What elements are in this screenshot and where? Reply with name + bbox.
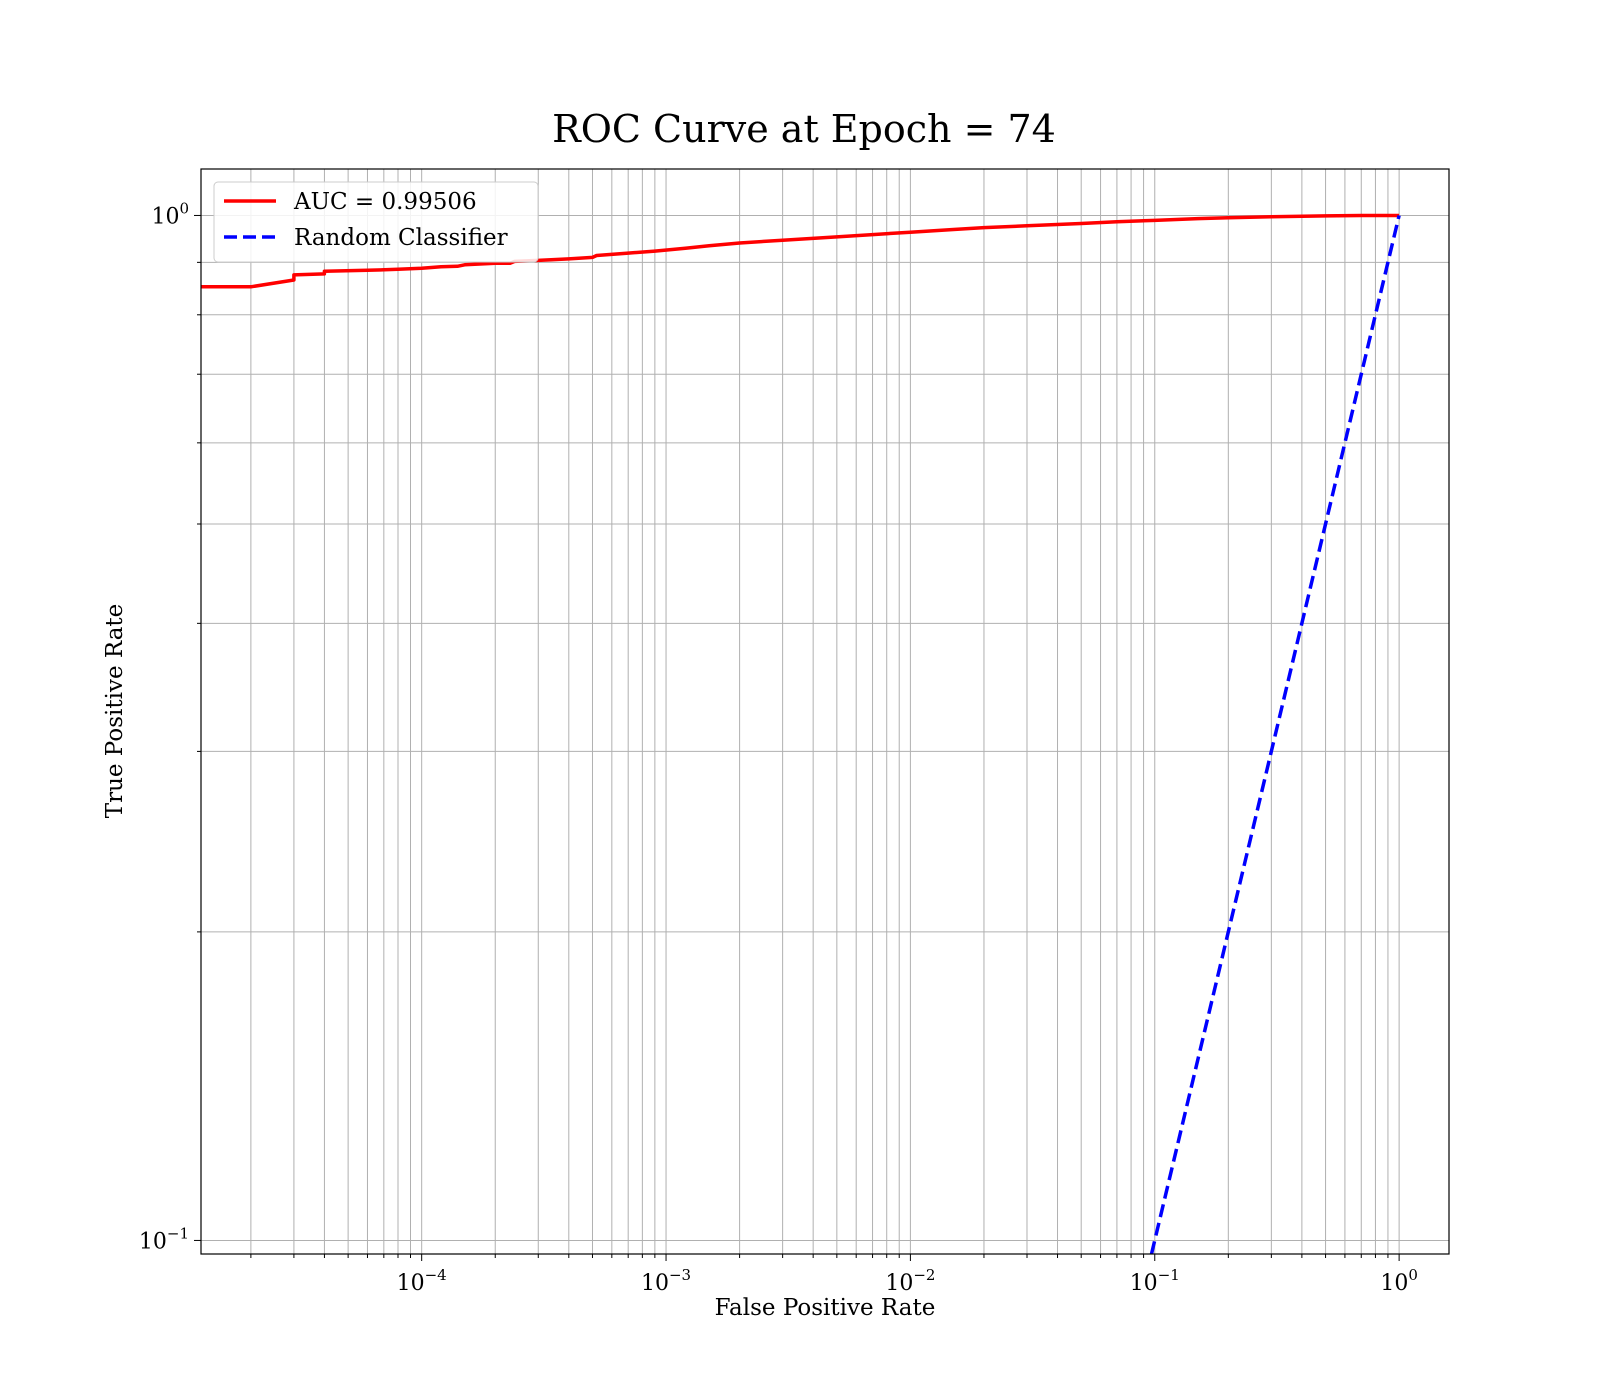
roc-curve-line — [201, 213, 1400, 289]
legend-label: Random Classifier — [294, 225, 508, 251]
legend: AUC = 0.99506 Random Classifier — [213, 181, 539, 263]
x-tick-label: 10−1 — [1130, 1266, 1180, 1296]
chart-title: ROC Curve at Epoch = 74 — [552, 107, 1056, 151]
x-axis-label: False Positive Rate — [715, 1295, 936, 1321]
series-layer — [201, 213, 1401, 1255]
grid — [201, 169, 1449, 1254]
y-tick-label: 100 — [151, 199, 189, 229]
ticks: 10−4 10−3 10−2 10−1 100 10−1 100 — [139, 199, 1418, 1296]
x-tick-label: 10−2 — [885, 1266, 935, 1296]
x-tick-label: 10−3 — [641, 1266, 691, 1296]
x-tick-label: 10−4 — [397, 1266, 447, 1296]
y-axis-label: True Positive Rate — [102, 604, 128, 819]
x-tick-label: 100 — [1380, 1266, 1418, 1296]
y-tick-label: 10−1 — [139, 1224, 189, 1254]
random-classifier-line — [1149, 215, 1401, 1255]
legend-box — [213, 181, 539, 263]
legend-label: AUC = 0.99506 — [293, 189, 477, 215]
plot-frame — [200, 168, 1450, 1255]
